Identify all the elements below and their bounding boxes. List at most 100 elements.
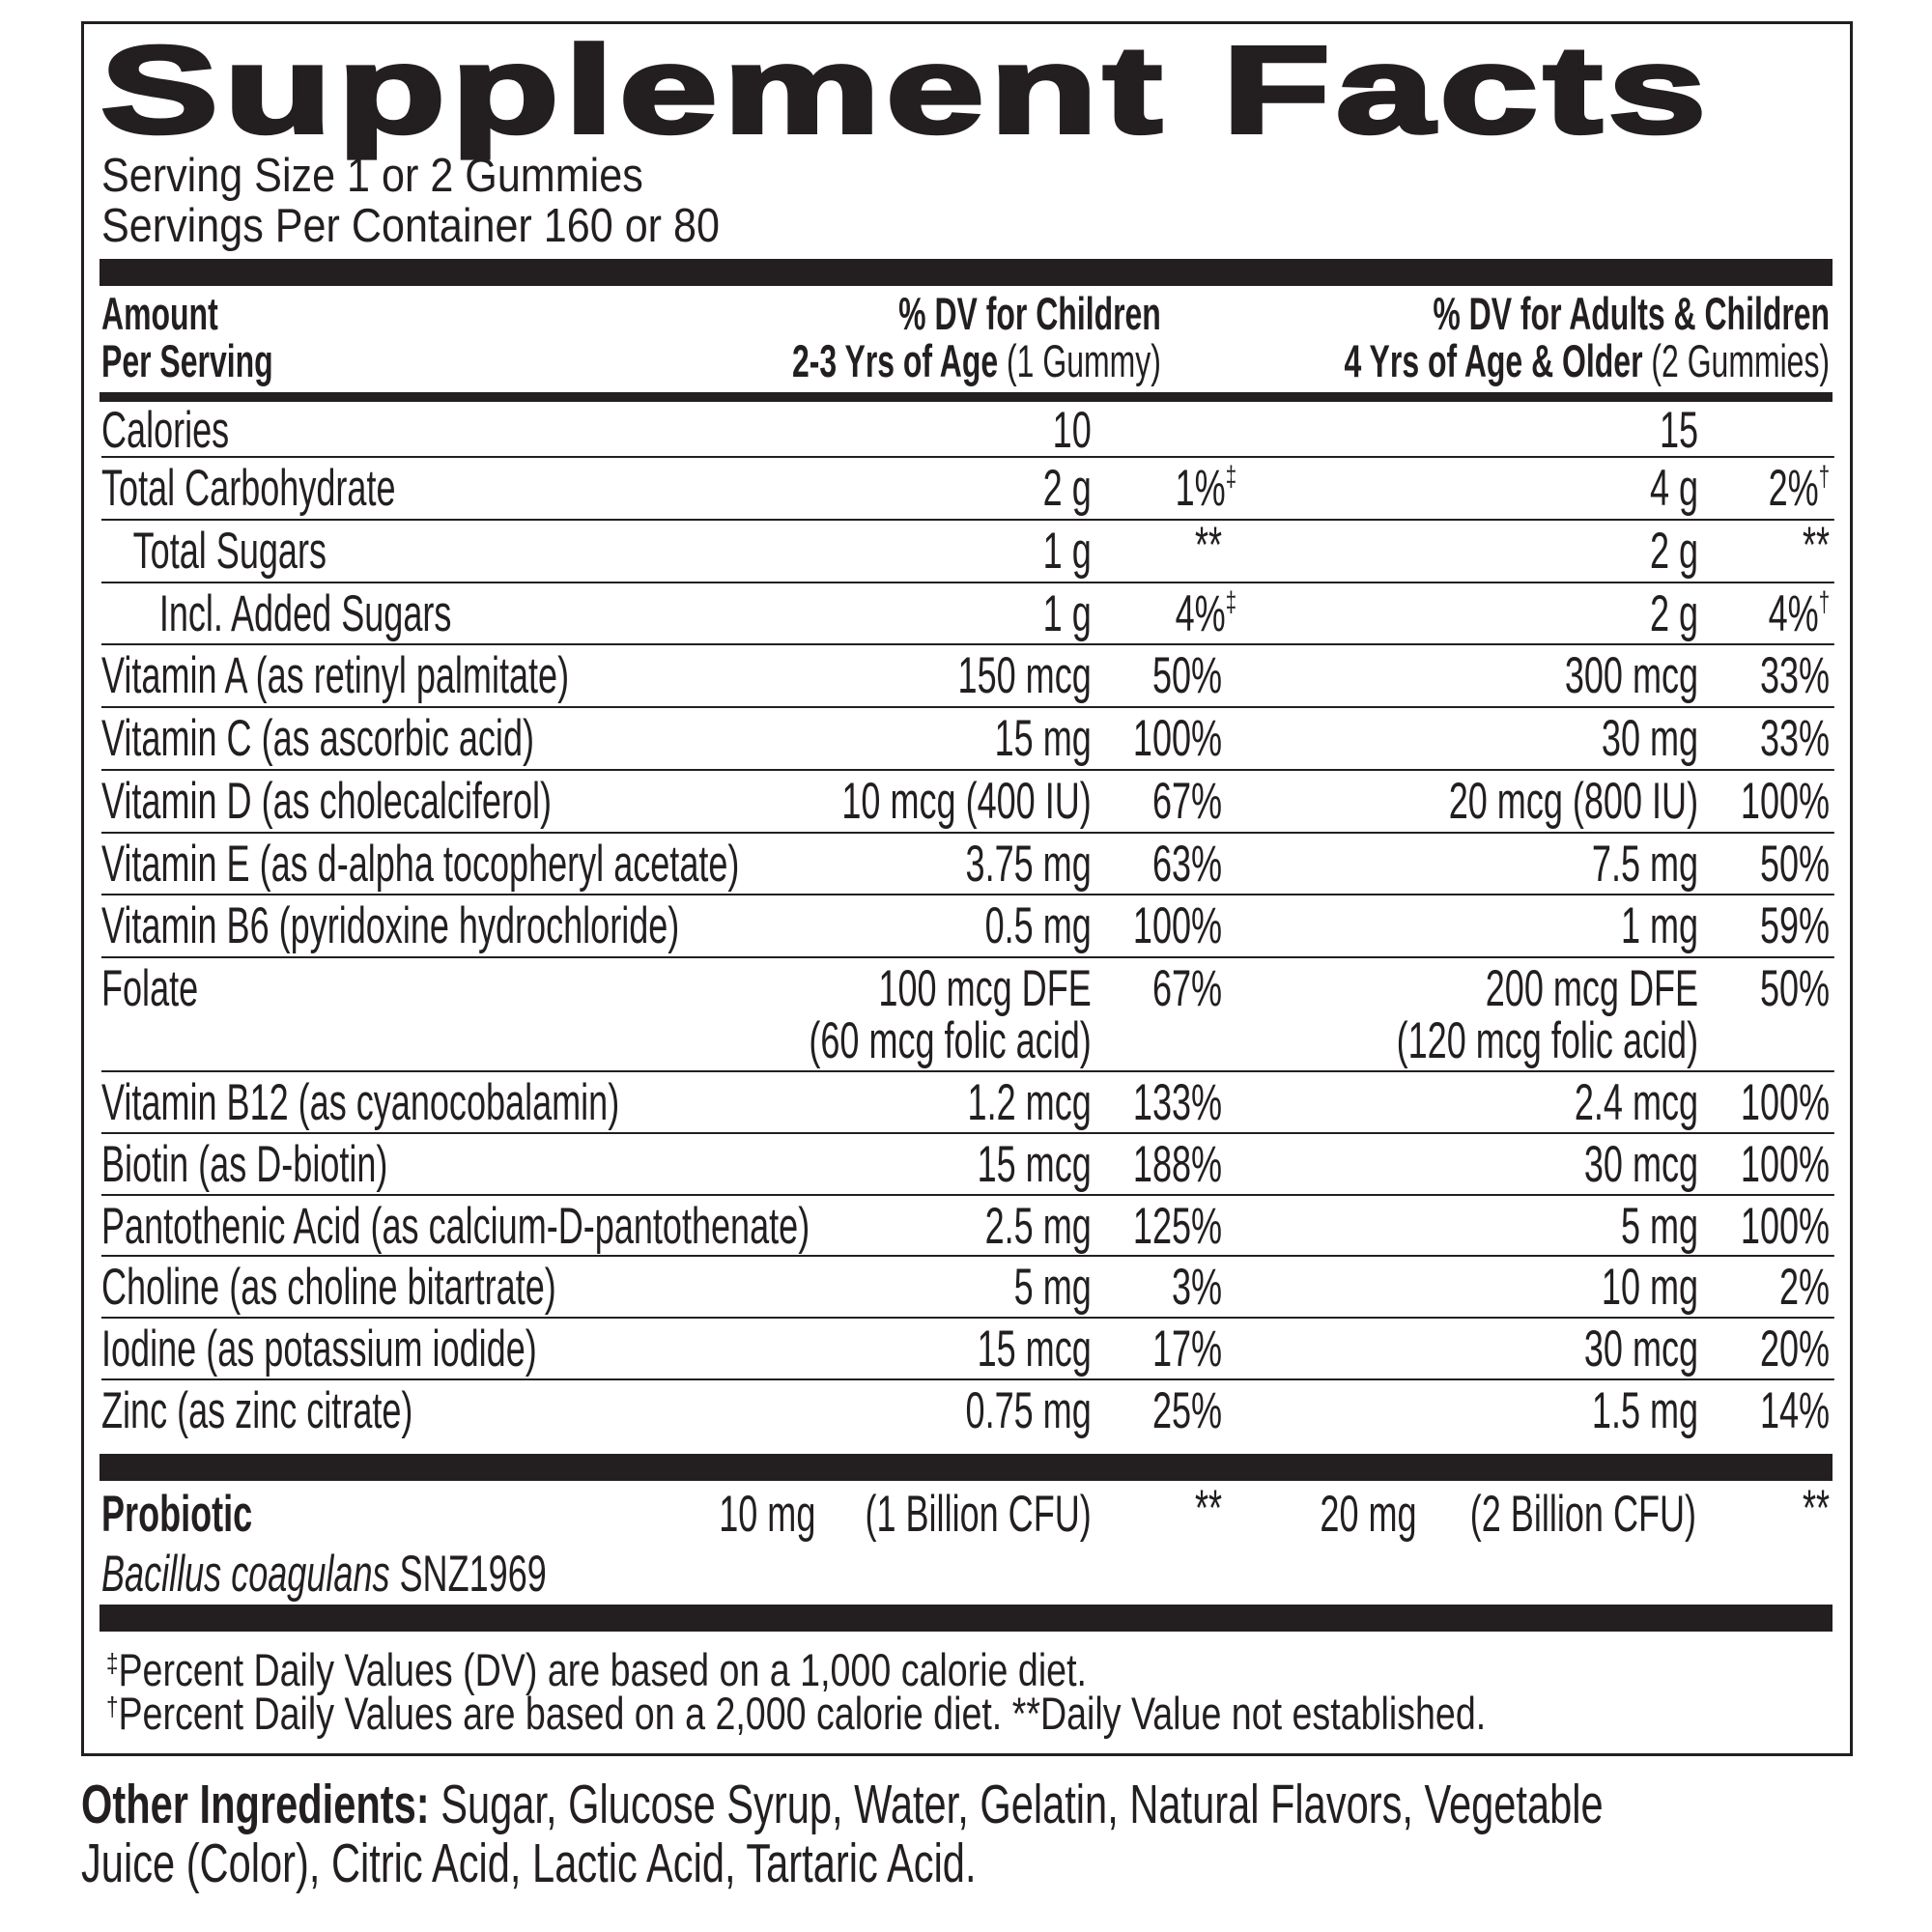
child-amount-text: 150 mcg: [957, 647, 1092, 705]
nutrient-row: Biotin (as D-biotin) 15 mcg 188% 30 mcg 100%: [101, 1134, 1834, 1196]
adult-dv-text: 2%: [1778, 1259, 1831, 1317]
nutrient-row: Vitamin C (as ascorbic acid) 15 mg 100% 30 …: [101, 708, 1834, 771]
nutrient-name: Total Carbohydrate: [101, 462, 396, 516]
footnotes: ‡Percent Daily Values (DV) are based on …: [106, 1647, 1486, 1736]
child-dv: **: [1195, 518, 1222, 573]
nutrient-name-text: Vitamin B12 (as cyanocobalamin): [101, 1074, 620, 1131]
adult-amount: 10 mg: [1602, 1261, 1698, 1315]
nutrient-row: Incl. Added Sugars 1 g 4%‡ 2 g 4%†: [101, 583, 1834, 646]
adults-age: 4 Yrs of Age & Older: [1344, 335, 1643, 386]
footnote-mark: †: [1818, 461, 1831, 493]
adult-amount-text: 7.5 mg: [1591, 835, 1699, 893]
adult-dv: 2%†: [1769, 462, 1830, 516]
nutrient-name: Incl. Added Sugars: [159, 586, 452, 641]
adult-dv: **: [1803, 516, 1831, 574]
probiotic-adult-cfu: (2 Billion CFU): [1469, 1486, 1697, 1543]
thick-divider: [99, 1454, 1833, 1481]
adult-dv-text: **: [1803, 516, 1831, 574]
child-amount: 2 g: [1043, 462, 1092, 516]
child-dv-text: 17%: [1151, 1321, 1223, 1378]
adult-amount-text: 20 mcg (800 IU): [1448, 772, 1699, 830]
child-amount-text: 1 g: [1042, 584, 1092, 642]
footnote-mark: ‡: [1225, 461, 1237, 493]
medium-divider: [99, 392, 1833, 402]
adult-amount-text: 1 mg: [1620, 897, 1699, 955]
nutrient-row: Vitamin B12 (as cyanocobalamin) 1.2 mcg 13…: [101, 1072, 1834, 1134]
adult-dv: 100%: [1741, 1076, 1830, 1130]
child-amount-text: 0.5 mg: [984, 897, 1092, 955]
child-dv: 25%: [1151, 1381, 1223, 1439]
adult-amount-text: 2 g: [1649, 522, 1699, 580]
probiotic-child-amount: 10 mg: [719, 1486, 816, 1543]
adult-dv: 33%: [1760, 649, 1830, 703]
serving-info: Serving Size 1 or 2 Gummies Servings Per…: [101, 151, 720, 251]
child-amount-text: 3.75 mg: [965, 835, 1092, 893]
nutrient-name-text: Biotin (as D-biotin): [101, 1135, 388, 1193]
child-dv-text: 50%: [1151, 647, 1223, 705]
adult-amount: 20 mcg (800 IU): [1448, 772, 1699, 830]
nutrient-name-text: Folate: [101, 960, 199, 1017]
nutrient-name: Vitamin C (as ascorbic acid): [101, 712, 534, 766]
adult-amount: 1.5 mg: [1592, 1383, 1698, 1438]
child-dv-text: 1%: [1175, 460, 1226, 517]
probiotic-row: Probiotic Bacillus coagulans SNZ1969 10 …: [101, 1482, 1834, 1613]
thick-divider: [99, 1605, 1833, 1632]
adult-amount: 200 mcg DFE: [1486, 962, 1698, 1016]
footnote-2: Percent Daily Values are based on a 2,00…: [118, 1688, 1487, 1739]
nutrient-name: Pantothenic Acid (as calcium-D-pantothen…: [101, 1197, 810, 1255]
adult-amount-text: 30 mcg: [1583, 1135, 1699, 1193]
child-amount: 10: [1053, 404, 1092, 458]
adult-dv-text: 4%: [1768, 584, 1819, 642]
adult-amount-text: 15: [1659, 402, 1699, 459]
child-amount: 0.5 mg: [985, 899, 1092, 953]
child-dv-text: 3%: [1171, 1259, 1223, 1317]
dagger-mark: †: [106, 1691, 119, 1721]
child-amount-text: 15 mcg: [977, 1135, 1092, 1193]
nutrient-name-text: Pantothenic Acid (as calcium-D-pantothen…: [101, 1197, 810, 1255]
nutrient-name: Choline (as choline bitartrate): [101, 1261, 556, 1315]
child-amount-text: 10 mcg (400 IU): [841, 772, 1092, 830]
adult-dv: 50%: [1760, 837, 1830, 892]
nutrient-row: Zinc (as zinc citrate) 0.75 mg 25% 1.5 mg 14…: [101, 1380, 1834, 1444]
nutrient-name-text: Vitamin D (as cholecalciferol): [101, 772, 553, 830]
adult-amount-text: 200 mcg DFE: [1485, 960, 1699, 1017]
nutrient-name: Calories: [101, 404, 229, 458]
nutrient-name: Folate: [101, 962, 198, 1016]
adult-amount-text: 2.4 mcg: [1574, 1074, 1699, 1131]
servings-per-container: Servings Per Container 160 or 80: [101, 200, 720, 252]
adult-amount: 2.4 mcg: [1575, 1076, 1698, 1130]
adult-amount-line2-text: (120 mcg folic acid): [1396, 1012, 1699, 1069]
adult-amount-line2: (120 mcg folic acid): [1397, 1014, 1698, 1068]
children-age: 2-3 Yrs of Age: [792, 335, 999, 386]
nutrient-row: Pantothenic Acid (as calcium-D-pantothen…: [101, 1196, 1834, 1258]
nutrient-name: Iodine (as potassium iodide): [101, 1322, 537, 1377]
children-header-line1: % DV for Children: [898, 288, 1161, 339]
child-dv-text: 67%: [1151, 960, 1223, 1017]
adult-amount-text: 10 mg: [1601, 1259, 1699, 1317]
nutrient-row: Vitamin E (as d-alpha tocopheryl acetate…: [101, 834, 1834, 896]
child-amount: 15 mg: [995, 712, 1092, 766]
nutrient-name-text: Vitamin B6 (pyridoxine hydrochloride): [101, 897, 680, 955]
adult-dv-text: 33%: [1759, 710, 1831, 767]
child-amount: 10 mcg (400 IU): [841, 772, 1092, 830]
child-dv-text: 4%: [1175, 584, 1226, 642]
nutrient-row: Vitamin D (as cholecalciferol) 10 mcg (40…: [101, 771, 1834, 834]
nutrient-name-text: Total Sugars: [132, 522, 327, 580]
child-dv: 125%: [1133, 1199, 1222, 1254]
nutrient-row: Choline (as choline bitartrate) 5 mg 3% 10 …: [101, 1257, 1834, 1320]
child-amount-text: 1.2 mcg: [967, 1074, 1092, 1131]
adult-dv: 14%: [1760, 1383, 1830, 1438]
adult-amount-text: 30 mcg: [1583, 1321, 1699, 1378]
adult-amount: 2 g: [1650, 586, 1698, 641]
child-dv-text: 25%: [1151, 1381, 1223, 1439]
adults-header-line1: % DV for Adults & Children: [1433, 288, 1831, 339]
child-dv: 133%: [1133, 1076, 1222, 1130]
child-dv-text: 133%: [1132, 1074, 1223, 1131]
nutrient-name: Vitamin E (as d-alpha tocopheryl acetate…: [101, 837, 739, 892]
child-dv: 67%: [1152, 962, 1222, 1016]
adult-dv-text: 50%: [1759, 960, 1831, 1017]
nutrient-name: Vitamin B12 (as cyanocobalamin): [101, 1076, 619, 1130]
child-amount-text: 100 mcg DFE: [878, 960, 1092, 1017]
child-amount-line2-text: (60 mcg folic acid): [809, 1012, 1092, 1069]
nutrient-name-text: Iodine (as potassium iodide): [101, 1321, 537, 1378]
